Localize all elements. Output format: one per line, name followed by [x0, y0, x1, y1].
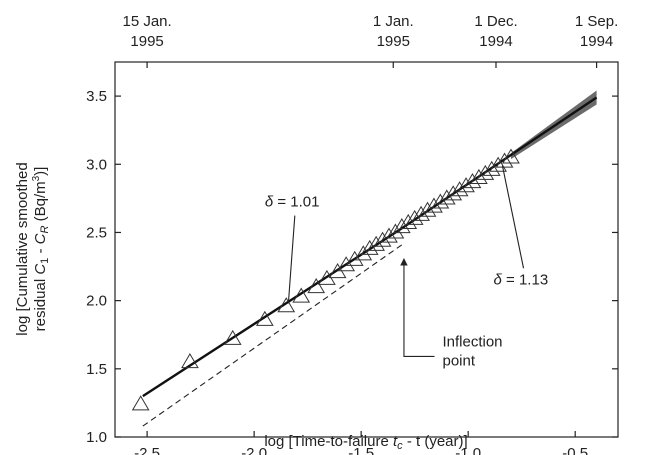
data-point: [412, 205, 430, 221]
data-point: [367, 235, 386, 251]
data-point: [337, 256, 356, 272]
data-point: [463, 173, 482, 189]
y-tick-label: 3.0: [86, 156, 107, 173]
inflection-label-line1: Inflection: [442, 333, 502, 350]
top-axis-year-label: 1995: [377, 33, 410, 50]
data-point: [373, 231, 392, 247]
inflection-point-arrow: [400, 258, 435, 358]
data-point: [181, 353, 199, 369]
y-tick-label: 2.0: [86, 293, 107, 310]
delta-113-leader: [501, 165, 525, 269]
data-point: [425, 197, 443, 213]
x-tick-label: -1.5: [348, 445, 374, 455]
delta-101-leader: [287, 215, 296, 304]
data-point: [476, 164, 495, 180]
data-point: [495, 152, 514, 168]
data-point: [450, 181, 469, 197]
data-point: [444, 185, 463, 201]
y-tick-label: 1.0: [86, 429, 107, 446]
y-axis-label-line1: log [Cumulative smoothed: [14, 162, 31, 335]
x-tick-label: -0.5: [562, 445, 588, 455]
data-point: [502, 148, 520, 164]
data-point: [437, 189, 456, 205]
y-tick-label: 3.5: [86, 88, 107, 105]
delta-101-label: δ = 1.01: [265, 194, 320, 211]
inflection-label-line2: point: [442, 352, 475, 369]
x-tick-label: -1.0: [455, 445, 481, 455]
data-point: [469, 168, 488, 185]
data-point: [399, 213, 418, 230]
delta-113-label: δ = 1.13: [494, 271, 549, 288]
x-axis-label: log [Time-to-failure tc - t (year)]: [264, 433, 467, 452]
data-point: [457, 177, 475, 193]
y-axis-label-line2: residual C1 - CR (Bq/m3)]: [31, 167, 51, 332]
top-axis-date-label: 15 Jan.: [122, 13, 171, 30]
data-point: [255, 310, 274, 326]
data-point: [360, 239, 379, 255]
fit-line: [142, 96, 598, 398]
top-axis-year-label: 1994: [479, 33, 512, 50]
data-point: [277, 297, 296, 313]
data-point: [223, 329, 242, 345]
top-axis-date-label: 1 Dec.: [474, 13, 517, 30]
data-point: [392, 218, 411, 234]
data-point: [292, 287, 311, 303]
data-point: [405, 209, 424, 225]
data-point: [380, 227, 398, 243]
data-point: [482, 160, 501, 176]
y-tick-label: 2.5: [86, 224, 107, 241]
data-point: [418, 201, 437, 217]
data-point: [307, 278, 326, 294]
top-axis-year-label: 1994: [580, 33, 613, 50]
data-point: [131, 395, 150, 411]
top-axis-year-label: 1995: [130, 33, 163, 50]
x-tick-label: -2.5: [134, 445, 160, 455]
x-tick-label: -2.0: [241, 445, 267, 455]
data-point: [431, 193, 450, 209]
y-tick-label: 1.5: [86, 361, 107, 378]
top-axis-date-label: 1 Sep.: [575, 13, 618, 30]
data-point: [386, 223, 405, 239]
data-point: [345, 250, 364, 266]
top-axis-date-label: 1 Jan.: [373, 13, 414, 30]
y-axis-label: log [Cumulative smoothed residual C1 - C…: [14, 162, 51, 335]
data-point: [489, 156, 508, 172]
data-point: [354, 245, 373, 261]
plot-frame: [114, 61, 619, 438]
dashed-reference-line: [142, 242, 405, 427]
